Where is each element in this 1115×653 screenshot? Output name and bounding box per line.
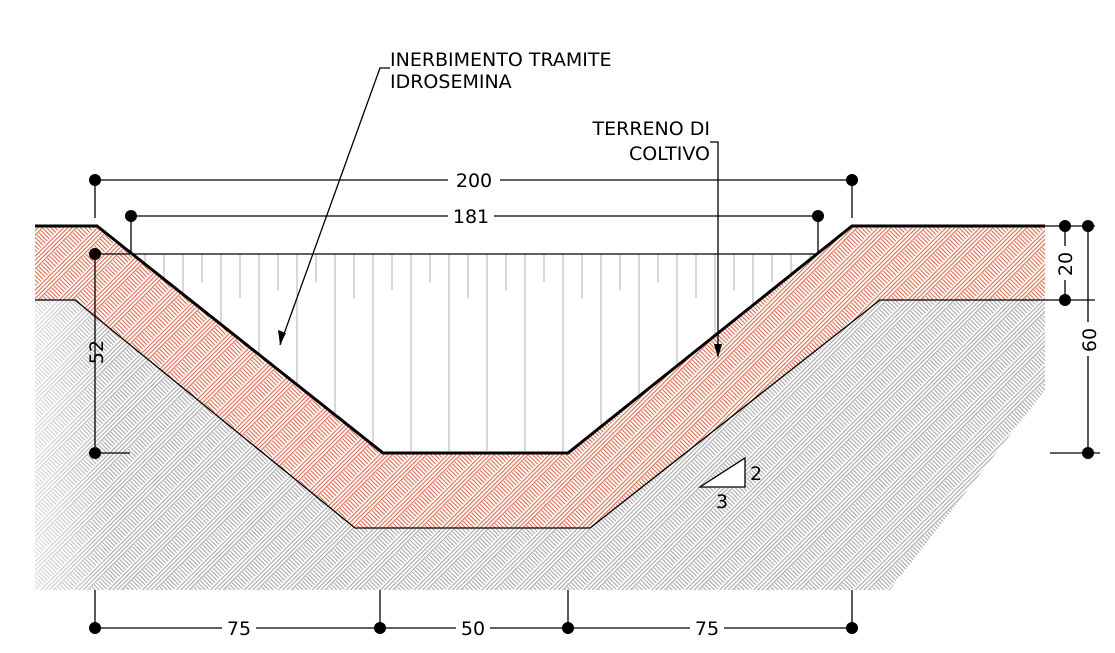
water-hatch [144,254,811,451]
dim-200-label: 200 [456,170,492,192]
callout-topsoil: TERRENO DI COLTIVO [592,118,722,358]
dimension-top-width: 200 [89,170,858,218]
dimension-topsoil-depth: 20 [1045,220,1095,306]
slope-run-label: 3 [716,491,728,513]
topsoil-label-line2: COLTIVO [629,143,710,165]
callout-hydroseeding: INERBIMENTO TRAMITE IDROSEMINA [278,49,612,346]
section-outline [35,224,1045,529]
dim-75-left-label: 75 [227,618,251,640]
dim-181-label: 181 [453,206,489,228]
dimension-bottom-chain: 75 50 75 [89,590,858,640]
hydroseeding-label-line1: INERBIMENTO TRAMITE [390,49,612,71]
dim-75-right-label: 75 [695,618,719,640]
subsoil-layer [35,300,1045,590]
hydroseeding-label-line2: IDROSEMINA [390,71,512,93]
dimension-channel-depth: 52 [86,248,130,459]
dim-60-label: 60 [1079,328,1101,352]
dim-50-label: 50 [461,618,485,640]
dimension-water-width: 181 [125,206,824,254]
dimension-total-depth: 60 [1050,220,1101,459]
slope-rise-label: 2 [750,463,762,485]
slope-indicator: 2 3 [697,456,762,513]
topsoil-label-line1: TERRENO DI [592,118,710,140]
dim-52-label: 52 [86,340,108,364]
topsoil-layer [35,226,1045,528]
dim-20-label: 20 [1055,252,1077,276]
